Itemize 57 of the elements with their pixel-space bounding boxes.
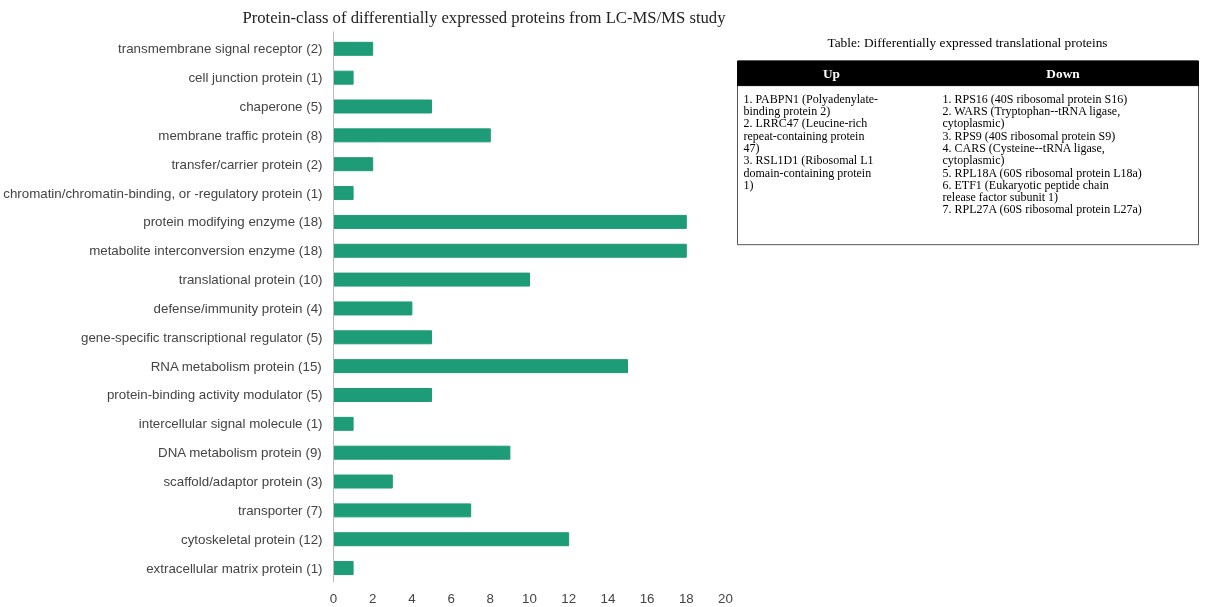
- text: 2. WARS (Tryptophan--tRNA ligase, cytoplasmic): [942, 104, 1121, 131]
- y-tick-label: transmembrane signal receptor (2): [118, 41, 323, 57]
- bar: [333, 330, 432, 345]
- text: 1. PABPN1 (Polyadenylate-binding protein 2): [743, 91, 879, 119]
- bar: [333, 214, 687, 229]
- x-tick-label: 10: [522, 590, 537, 606]
- bar: [333, 301, 413, 316]
- y-tick-label: DNA metabolism protein (9): [158, 445, 322, 461]
- x-tick-label: 8: [486, 590, 495, 606]
- text: 1. RPS16 (40S ribosomal protein S16): [942, 91, 1128, 106]
- bar: [333, 243, 687, 258]
- y-tick-label: protein-binding activity modulator (5): [106, 387, 323, 403]
- bar: [333, 70, 354, 85]
- x-tick-label: 4: [408, 590, 417, 606]
- x-tick-label: 14: [600, 590, 616, 606]
- bar: [333, 41, 374, 56]
- bar: [333, 474, 393, 489]
- y-tick-label: gene-specific transcriptional regulator (5): [81, 329, 323, 345]
- bar: [333, 532, 570, 547]
- bar: [333, 99, 432, 114]
- text: Down: [1046, 65, 1081, 81]
- bar: [333, 561, 354, 576]
- text: Up: [822, 65, 841, 81]
- y-tick-label: protein modifying enzyme (18): [143, 214, 323, 230]
- bar: [333, 128, 491, 143]
- y-tick-label: defense/immunity protein (4): [153, 300, 323, 316]
- y-tick-label: scaffold/adaptor protein (3): [163, 474, 323, 490]
- y-tick-label: membrane traffic protein (8): [158, 127, 323, 143]
- x-tick-label: 6: [447, 590, 455, 606]
- bar: [333, 157, 374, 172]
- y-tick-label: chromatin/chromatin-binding, or -regulatory protein (1): [3, 185, 323, 201]
- y-tick-label: metabolite interconversion enzyme (18): [89, 243, 323, 259]
- x-tick-label: 18: [678, 590, 694, 606]
- x-tick-label: 16: [639, 590, 655, 606]
- bar: [333, 445, 511, 460]
- text: Table: Differentially expressed translational proteins: [827, 35, 1108, 51]
- bar: [333, 388, 432, 402]
- y-tick-label: RNA metabolism protein (15): [150, 358, 322, 374]
- x-tick-label: 12: [561, 590, 577, 606]
- text: 7. RPL27A (60S ribosomal protein L27a): [942, 202, 1142, 217]
- chart-title: Protein-class of differentially expressed proteins from LC-MS/MS study: [242, 7, 727, 27]
- y-tick-label: extracellular matrix protein (1): [146, 560, 323, 576]
- y-tick-label: cell junction protein (1): [188, 70, 323, 86]
- x-tick-label: 20: [718, 590, 733, 606]
- y-tick-label: chaperone (5): [239, 99, 323, 115]
- y-tick-label: cytoskeletal protein (12): [181, 531, 323, 547]
- bar: [333, 503, 472, 518]
- y-tick-label: intercellular signal molecule (1): [138, 416, 323, 432]
- bar: [333, 186, 354, 201]
- y-tick-label: translational protein (10): [178, 272, 323, 288]
- x-tick-label: 0: [329, 590, 338, 606]
- x-tick-label: 2: [368, 590, 377, 606]
- bar: [333, 272, 530, 287]
- bar: [333, 359, 628, 374]
- y-tick-label: transporter (7): [238, 502, 323, 518]
- y-tick-label: transfer/carrier protein (2): [171, 156, 323, 172]
- bar: [333, 416, 354, 431]
